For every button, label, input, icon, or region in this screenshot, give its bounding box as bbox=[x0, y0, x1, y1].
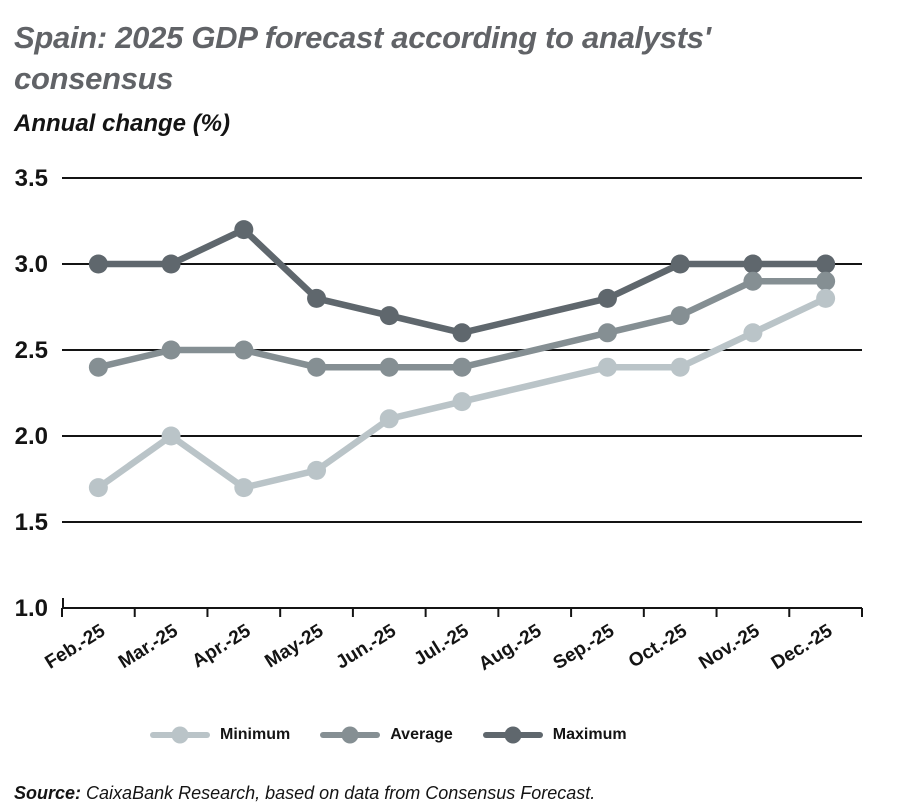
point-minimum-1 bbox=[161, 426, 181, 446]
point-maximum-2 bbox=[234, 220, 254, 240]
point-average-1 bbox=[161, 340, 181, 360]
x-axis-label: May-25 bbox=[261, 620, 327, 672]
legend-item-maximum: Maximum bbox=[482, 726, 627, 744]
series-line-maximum bbox=[95, 226, 829, 337]
legend-label: Maximum bbox=[552, 726, 627, 743]
point-average-0 bbox=[88, 357, 108, 377]
legend-marker-dot bbox=[504, 726, 522, 744]
point-minimum-9 bbox=[743, 323, 763, 343]
legend-line-swatch bbox=[482, 726, 543, 744]
point-minimum-0 bbox=[88, 478, 108, 498]
source-line: Source: CaixaBank Research, based on dat… bbox=[14, 783, 595, 804]
point-maximum-10 bbox=[816, 254, 836, 274]
x-axis-label: Apr.-25 bbox=[189, 620, 255, 672]
x-axis-label: Jul.-25 bbox=[410, 620, 473, 670]
y-axis-label: 3.0 bbox=[15, 251, 48, 278]
point-maximum-7 bbox=[597, 288, 617, 308]
point-maximum-3 bbox=[307, 288, 327, 308]
legend-label: Minimum bbox=[220, 726, 291, 743]
y-axis-label: 1.0 bbox=[15, 595, 48, 622]
point-maximum-9 bbox=[743, 254, 763, 274]
point-maximum-4 bbox=[379, 306, 399, 326]
legend-line-swatch bbox=[320, 726, 381, 744]
point-minimum-2 bbox=[234, 478, 254, 498]
x-axis-label: Oct.-25 bbox=[625, 620, 691, 672]
point-average-3 bbox=[307, 357, 327, 377]
point-average-2 bbox=[234, 340, 254, 360]
x-axis-label: Aug.-25 bbox=[475, 620, 546, 675]
point-minimum-3 bbox=[307, 460, 327, 480]
point-average-4 bbox=[379, 357, 399, 377]
x-axis-label: Dec.-25 bbox=[768, 620, 837, 674]
legend-marker-dot bbox=[341, 726, 359, 744]
point-maximum-5 bbox=[452, 323, 472, 343]
legend-item-average: Average bbox=[320, 726, 453, 744]
point-minimum-7 bbox=[597, 357, 617, 377]
point-average-9 bbox=[743, 271, 763, 291]
source-label: Source: bbox=[14, 783, 82, 803]
point-maximum-8 bbox=[670, 254, 690, 274]
legend-line-swatch bbox=[150, 726, 210, 744]
x-axis-label: Jun.-25 bbox=[332, 620, 400, 673]
chart-legend: Minimum Average Maximum bbox=[150, 721, 627, 749]
point-minimum-8 bbox=[670, 357, 690, 377]
point-maximum-1 bbox=[161, 254, 181, 274]
point-maximum-0 bbox=[88, 254, 108, 274]
x-axis-label: Sep.-25 bbox=[550, 620, 619, 674]
y-axis-label: 2.5 bbox=[15, 337, 48, 364]
point-average-8 bbox=[670, 306, 690, 326]
legend-item-minimum: Minimum bbox=[150, 726, 290, 744]
legend-marker-dot bbox=[171, 726, 189, 744]
point-minimum-5 bbox=[452, 392, 472, 412]
y-axis-label: 2.0 bbox=[15, 423, 48, 450]
point-average-10 bbox=[816, 271, 836, 291]
point-minimum-10 bbox=[816, 288, 836, 308]
legend-label: Average bbox=[390, 726, 453, 743]
point-average-5 bbox=[452, 357, 472, 377]
chart-subtitle: Annual change (%) bbox=[14, 110, 231, 137]
x-axis-label: Mar.-25 bbox=[115, 620, 182, 673]
y-axis-label: 3.5 bbox=[15, 165, 48, 192]
point-average-7 bbox=[597, 323, 617, 343]
chart-title: Spain: 2025 GDP forecast according to an… bbox=[14, 20, 711, 96]
point-minimum-4 bbox=[379, 409, 399, 429]
y-axis-label: 1.5 bbox=[15, 509, 48, 536]
source-text: CaixaBank Research, based on data from C… bbox=[86, 783, 596, 803]
x-axis-label: Nov.-25 bbox=[695, 620, 764, 674]
x-axis-label: Feb.-25 bbox=[41, 620, 109, 673]
